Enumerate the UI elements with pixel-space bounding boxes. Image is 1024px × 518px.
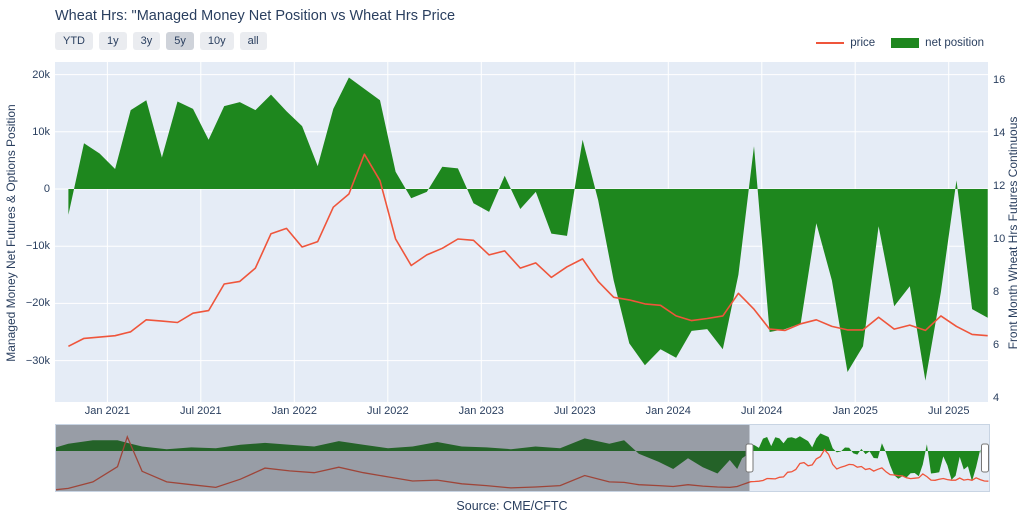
range-slider[interactable] bbox=[55, 424, 990, 492]
slider-net-position-area bbox=[56, 433, 989, 482]
range-button-1y[interactable]: 1y bbox=[99, 32, 127, 51]
legend-item-net-position[interactable]: net position bbox=[891, 37, 984, 49]
right-y-tick-label: 12 bbox=[993, 180, 1006, 192]
range-button-10y[interactable]: 10y bbox=[199, 32, 234, 51]
range-button-ytd[interactable]: YTD bbox=[55, 32, 93, 51]
x-tick-label: Jan 2025 bbox=[832, 405, 878, 417]
range-slider-svg[interactable] bbox=[56, 425, 989, 491]
x-tick-label: Jul 2023 bbox=[553, 405, 596, 417]
legend: price net position bbox=[816, 37, 984, 49]
range-button-all[interactable]: all bbox=[239, 32, 267, 51]
right-y-tick-label: 10 bbox=[993, 233, 1006, 245]
price-line-swatch-icon bbox=[816, 42, 845, 44]
slider-right-handle[interactable] bbox=[981, 443, 989, 473]
x-tick-label: Jul 2021 bbox=[180, 405, 222, 417]
source-note: Source: CME/CFTC bbox=[456, 499, 568, 513]
net-position-area-swatch-icon bbox=[891, 38, 920, 48]
slider-price-line bbox=[56, 434, 989, 491]
left-y-tick-label: 10k bbox=[32, 125, 50, 138]
x-tick-label: Jan 2023 bbox=[458, 405, 504, 417]
x-tick-label: Jul 2025 bbox=[927, 405, 970, 417]
left-y-tick-label: −30k bbox=[25, 354, 50, 367]
legend-label-price: price bbox=[850, 37, 876, 49]
page-title: Wheat Hrs: "Managed Money Net Position v… bbox=[55, 8, 456, 24]
left-y-tick-label: −20k bbox=[25, 297, 50, 310]
right-y-tick-label: 16 bbox=[993, 74, 1006, 86]
price-line-trace[interactable] bbox=[68, 153, 988, 348]
right-y-tick-label: 4 bbox=[993, 392, 1000, 404]
slider-left-handle[interactable] bbox=[745, 443, 754, 473]
left-y-tick-label: −10k bbox=[25, 240, 50, 253]
range-button-5y[interactable]: 5y bbox=[166, 32, 194, 51]
left-y-tick-label: 0 bbox=[43, 183, 50, 195]
legend-label-net-position: net position bbox=[925, 37, 984, 49]
right-y-tick-label: 14 bbox=[993, 127, 1006, 139]
main-plot-svg[interactable] bbox=[55, 62, 988, 402]
x-tick-label: Jul 2022 bbox=[367, 405, 409, 417]
range-selector: YTD 1y 3y 5y 10y all bbox=[55, 32, 267, 51]
legend-item-price[interactable]: price bbox=[816, 37, 875, 49]
main-plot-area[interactable] bbox=[55, 62, 988, 402]
slider-unselected-mask bbox=[56, 425, 750, 491]
x-tick-label: Jan 2022 bbox=[271, 405, 317, 417]
right-y-tick-label: 6 bbox=[993, 339, 1000, 351]
net-position-area-trace[interactable] bbox=[68, 77, 988, 381]
x-tick-label: Jan 2024 bbox=[645, 405, 691, 417]
range-button-3y[interactable]: 3y bbox=[132, 32, 161, 51]
right-y-tick-label: 8 bbox=[993, 286, 1000, 298]
left-y-tick-label: 20k bbox=[32, 68, 50, 81]
x-tick-label: Jan 2021 bbox=[84, 405, 130, 417]
x-tick-label: Jul 2024 bbox=[740, 405, 783, 417]
